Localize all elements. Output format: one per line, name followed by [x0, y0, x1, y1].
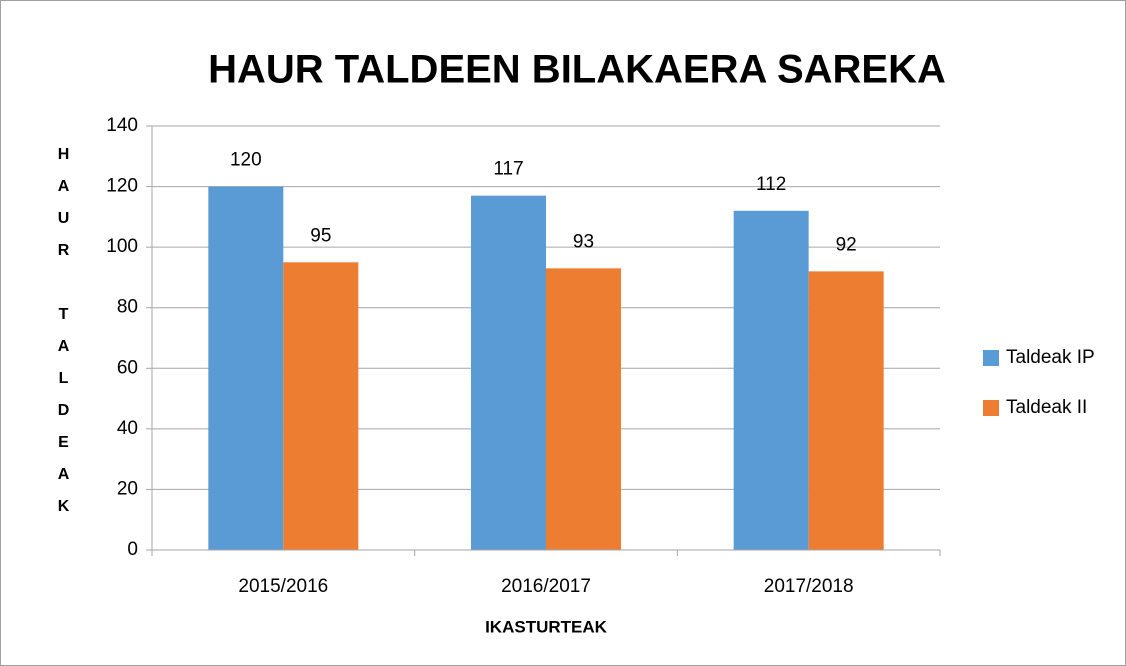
chart-title: HAUR TALDEEN BILAKAERA SAREKA: [208, 48, 946, 92]
legend-label: Taldeak IP: [1006, 347, 1095, 368]
x-axis-title: IKASTURTEAK: [485, 617, 608, 636]
data-label: 93: [573, 231, 594, 252]
y-tick-label: 120: [106, 176, 138, 197]
bar: [546, 268, 621, 550]
data-label: 92: [836, 234, 857, 255]
x-tick-label: 2016/2017: [501, 576, 591, 597]
y-tick-label: 100: [106, 236, 138, 257]
bar: [471, 195, 546, 550]
bar: [733, 210, 809, 551]
bar: [208, 186, 284, 551]
legend-label: Taldeak II: [1006, 397, 1087, 418]
y-tick-label: 0: [127, 539, 138, 560]
y-tick-label: 140: [106, 115, 138, 136]
bar: [808, 271, 884, 550]
legend-swatch: [983, 350, 999, 366]
y-tick-label: 80: [117, 297, 138, 318]
x-tick-label: 2015/2016: [238, 576, 328, 597]
y-tick-label: 20: [117, 478, 138, 499]
data-label: 95: [310, 225, 331, 246]
x-tick-label: 2017/2018: [764, 576, 854, 597]
bar: [283, 262, 359, 550]
data-label: 117: [493, 159, 523, 180]
y-axis-title: HAUR TALDEAK: [55, 146, 72, 530]
data-label: 112: [756, 174, 786, 195]
data-label: 120: [230, 150, 262, 171]
y-tick-label: 60: [117, 357, 138, 378]
y-tick-label: 40: [117, 418, 138, 439]
legend-swatch: [983, 400, 999, 416]
